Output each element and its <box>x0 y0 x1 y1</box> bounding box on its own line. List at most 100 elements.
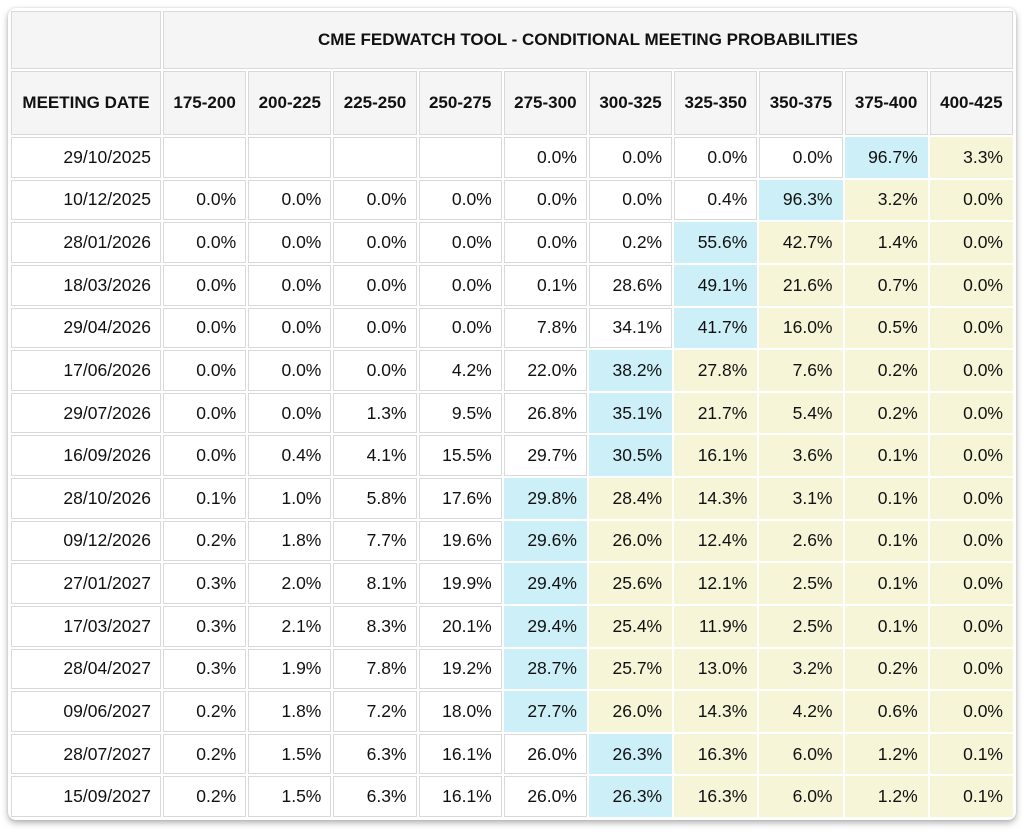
table-row: 29/07/2026 0.0% 0.0% 1.3% 9.5% 26.8% 35.1% 21.7… <box>11 392 1013 434</box>
probability-cell: 0.0% <box>503 222 587 263</box>
probability-cell: 28.4% <box>588 478 673 519</box>
probability-cell: 16.1% <box>418 776 502 817</box>
probability-cell: 4.2% <box>759 691 843 732</box>
probability-cell: 26.3% <box>588 776 673 817</box>
table-title: CME FEDWATCH TOOL - CONDITIONAL MEETING … <box>163 11 1013 69</box>
probability-cell <box>418 137 502 178</box>
rate-range-header: 300-325 <box>588 71 673 135</box>
probability-cell: 26.0% <box>588 520 673 562</box>
probability-cell: 0.0% <box>333 350 417 391</box>
probability-cell: 0.0% <box>333 307 417 349</box>
probability-cell: 0.0% <box>163 179 247 221</box>
probability-cell: 0.0% <box>929 264 1013 306</box>
probability-cell: 0.1% <box>163 478 247 519</box>
probability-cell: 14.3% <box>674 691 758 732</box>
probability-cell: 1.5% <box>248 776 332 817</box>
meeting-date-header: MEETING DATE <box>11 71 161 135</box>
probability-cell: 0.4% <box>248 435 332 476</box>
probability-cell: 13.0% <box>674 648 758 690</box>
probability-cell: 34.1% <box>588 307 673 349</box>
probability-cell: 0.0% <box>503 137 587 178</box>
table-row: 09/06/2027 0.2% 1.8% 7.2% 18.0% 27.7% 26.0% 14.… <box>11 691 1013 732</box>
probability-cell: 25.7% <box>588 648 673 690</box>
probability-cell: 1.3% <box>333 392 417 434</box>
probability-cell: 0.0% <box>674 137 758 178</box>
probability-cell: 0.0% <box>333 179 417 221</box>
probability-cell: 0.0% <box>163 350 247 391</box>
probability-cell: 96.3% <box>759 179 843 221</box>
probability-cell: 0.0% <box>929 605 1013 647</box>
probability-cell: 29.8% <box>503 478 587 519</box>
meeting-date-cell: 28/07/2027 <box>11 733 161 775</box>
table-row: 10/12/2025 0.0% 0.0% 0.0% 0.0% 0.0% 0.0% 0.4% 96… <box>11 179 1013 221</box>
probability-cell: 1.8% <box>248 520 332 562</box>
meeting-date-cell: 18/03/2026 <box>11 264 161 306</box>
meeting-date-cell: 28/04/2027 <box>11 648 161 690</box>
probability-cell: 0.2% <box>844 392 928 434</box>
meeting-date-cell: 15/09/2027 <box>11 776 161 817</box>
probability-cell: 1.2% <box>844 776 928 817</box>
probability-cell: 0.2% <box>163 691 247 732</box>
probability-cell: 7.8% <box>503 307 587 349</box>
probability-cell: 26.0% <box>588 691 673 732</box>
meeting-date-cell: 29/10/2025 <box>11 137 161 178</box>
probability-cell: 6.0% <box>759 733 843 775</box>
probability-cell: 29.6% <box>503 520 587 562</box>
table-row: 28/10/2026 0.1% 1.0% 5.8% 17.6% 29.8% 28.4% 14.… <box>11 478 1013 519</box>
probability-cell: 16.1% <box>674 435 758 476</box>
probability-cell <box>248 137 332 178</box>
probability-cell: 0.2% <box>844 648 928 690</box>
probability-cell: 0.2% <box>163 520 247 562</box>
probability-cell: 1.0% <box>248 478 332 519</box>
meeting-date-cell: 17/06/2026 <box>11 350 161 391</box>
probability-cell: 0.5% <box>844 307 928 349</box>
meeting-date-cell: 29/04/2026 <box>11 307 161 349</box>
probability-cell: 0.1% <box>844 563 928 604</box>
table-row: 18/03/2026 0.0% 0.0% 0.0% 0.0% 0.1% 28.6% 49.1%… <box>11 264 1013 306</box>
probability-cell: 27.8% <box>674 350 758 391</box>
rate-range-header: 325-350 <box>674 71 758 135</box>
probability-cell: 12.4% <box>674 520 758 562</box>
table-row: 29/10/2025 0.0% 0.0% 0.0% 0.0% 96.7% 3.3% <box>11 137 1013 178</box>
rate-range-header: 200-225 <box>248 71 332 135</box>
probability-cell: 17.6% <box>418 478 502 519</box>
table-row: 29/04/2026 0.0% 0.0% 0.0% 0.0% 7.8% 34.1% 41.7%… <box>11 307 1013 349</box>
probability-cell: 0.0% <box>929 435 1013 476</box>
probability-cell: 8.3% <box>333 605 417 647</box>
probability-cell: 3.2% <box>844 179 928 221</box>
table-row: 15/09/2027 0.2% 1.5% 6.3% 16.1% 26.0% 26.3% 16.… <box>11 776 1013 817</box>
probability-cell: 0.0% <box>163 435 247 476</box>
probability-cell: 1.9% <box>248 648 332 690</box>
meeting-date-cell: 17/03/2027 <box>11 605 161 647</box>
probability-cell: 1.8% <box>248 691 332 732</box>
probability-cell: 0.2% <box>163 733 247 775</box>
probability-cell: 0.1% <box>929 776 1013 817</box>
probability-cell: 29.4% <box>503 605 587 647</box>
probability-cell: 27.7% <box>503 691 587 732</box>
meeting-date-cell: 28/10/2026 <box>11 478 161 519</box>
probability-cell: 16.3% <box>674 776 758 817</box>
probability-cell: 12.1% <box>674 563 758 604</box>
probability-cell: 49.1% <box>674 264 758 306</box>
probability-cell: 0.0% <box>248 264 332 306</box>
probability-cell: 41.7% <box>674 307 758 349</box>
probability-cell: 0.3% <box>163 563 247 604</box>
probability-cell: 1.5% <box>248 733 332 775</box>
rate-range-header: 275-300 <box>503 71 587 135</box>
probability-cell: 0.0% <box>163 307 247 349</box>
meeting-date-cell: 27/01/2027 <box>11 563 161 604</box>
rate-range-header: 225-250 <box>333 71 417 135</box>
probability-cell: 19.9% <box>418 563 502 604</box>
fedwatch-probability-table: CME FEDWATCH TOOL - CONDITIONAL MEETING … <box>9 9 1015 819</box>
meeting-date-cell: 09/06/2027 <box>11 691 161 732</box>
probability-cell: 7.8% <box>333 648 417 690</box>
rate-range-header: 350-375 <box>759 71 843 135</box>
probability-cell: 29.7% <box>503 435 587 476</box>
probability-cell: 0.1% <box>844 520 928 562</box>
probability-cell: 0.3% <box>163 648 247 690</box>
probability-cell: 0.0% <box>163 222 247 263</box>
corner-cell <box>11 11 161 69</box>
probability-cell: 1.4% <box>844 222 928 263</box>
meeting-date-cell: 29/07/2026 <box>11 392 161 434</box>
probability-cell: 14.3% <box>674 478 758 519</box>
